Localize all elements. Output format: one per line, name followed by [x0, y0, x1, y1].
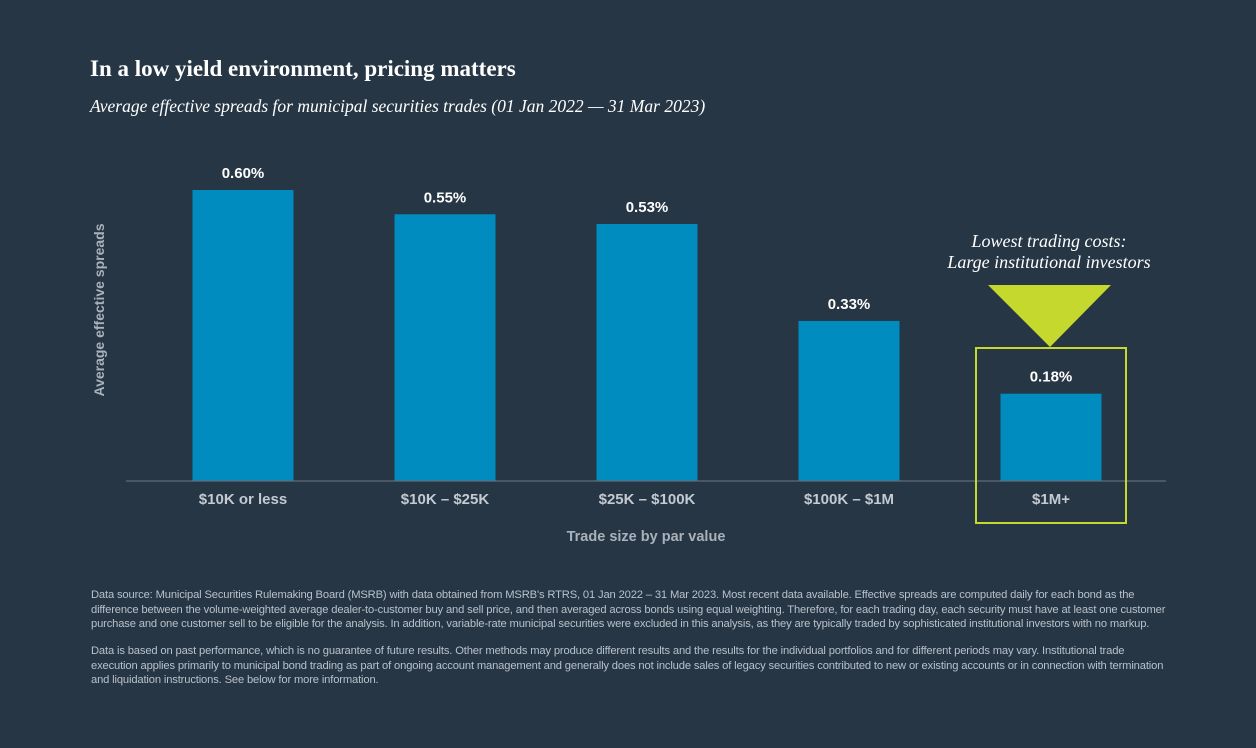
- x-tick-label-3: $25K – $100K: [599, 491, 696, 508]
- bar-value-label-5: 0.18%: [1030, 369, 1073, 386]
- bar-4: [798, 320, 900, 481]
- annotation-line-2: Large institutional investors: [946, 252, 1150, 272]
- chart-subtitle: Average effective spreads for municipal …: [90, 96, 706, 116]
- page-title: In a low yield environment, pricing matt…: [90, 56, 516, 81]
- highlight-arrow-icon: [988, 285, 1111, 347]
- bar-3: [596, 223, 698, 481]
- bar-value-label-3: 0.53%: [626, 199, 669, 216]
- bar-value-label-4: 0.33%: [828, 296, 871, 313]
- bar-value-label-1: 0.60%: [222, 165, 265, 182]
- bar-5: [1000, 393, 1102, 481]
- bar-value-label-2: 0.55%: [424, 189, 467, 206]
- x-tick-label-1: $10K or less: [199, 491, 287, 508]
- footnote-data-source: Data source: Municipal Securities Rulema…: [91, 589, 1166, 631]
- annotation-line-1: Lowest trading costs:: [970, 231, 1126, 251]
- x-tick-label-5: $1M+: [1032, 491, 1070, 508]
- y-axis-label: Average effective spreads: [91, 223, 107, 396]
- bar-1: [192, 190, 294, 481]
- x-tick-label-4: $100K – $1M: [804, 491, 894, 508]
- footnote-disclaimer: Data is based on past performance, which…: [91, 645, 1164, 687]
- bar-2: [394, 214, 496, 481]
- x-axis-title: Trade size by par value: [567, 529, 726, 545]
- x-tick-label-2: $10K – $25K: [401, 491, 490, 508]
- highlight-box: [975, 347, 1127, 524]
